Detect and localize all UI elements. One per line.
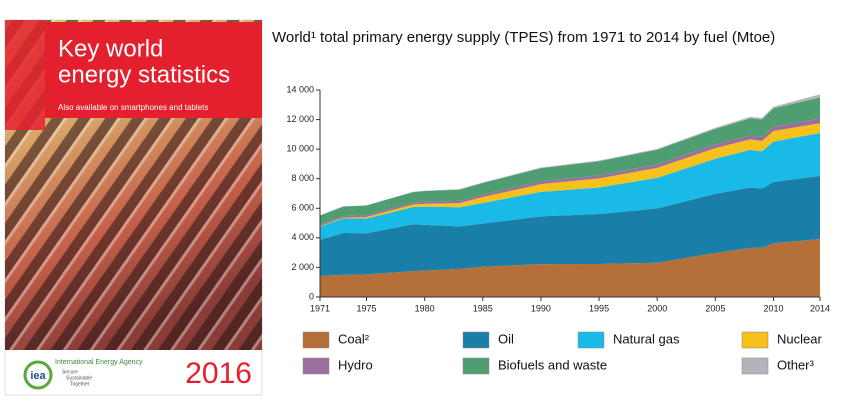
legend-swatch — [462, 331, 490, 349]
legend-label: Oil — [498, 331, 514, 346]
area — [320, 133, 820, 240]
x-tick-label: 1980 — [415, 303, 435, 313]
legend-swatch — [741, 331, 769, 349]
legend-label: Biofuels and waste — [498, 357, 607, 372]
cover-year: 2016 — [185, 357, 252, 390]
legend-swatch — [741, 357, 769, 375]
legend-swatch — [302, 357, 330, 375]
logo: iea — [30, 370, 46, 382]
cover-title: Key world — [58, 35, 163, 62]
cover-subtitle: Also available on smartphones and tablet… — [58, 103, 208, 112]
motto: Together — [70, 381, 90, 387]
cover-band — [5, 20, 45, 130]
legend-label: Coal² — [338, 331, 370, 346]
motto: Sustainable — [66, 375, 92, 381]
plot: 0 2 000 4 000 6 000 8 000 10 000 12 000 14 000 1… — [286, 84, 830, 375]
y-tick-label: 4 000 — [291, 232, 314, 242]
y-tick-label: 14 000 — [286, 84, 314, 94]
x-tick-label: 2000 — [647, 303, 667, 313]
y-tick-label: 10 000 — [286, 144, 314, 154]
legend-label: Natural gas — [613, 331, 680, 346]
y-tick-label: 8 000 — [291, 173, 314, 183]
y-tick-label: 2 000 — [291, 262, 314, 272]
motto: Secure — [62, 369, 78, 375]
area — [320, 239, 820, 297]
legend-swatch — [302, 331, 330, 349]
cover-header — [45, 22, 262, 118]
y-tick-label: 0 — [309, 291, 314, 301]
y-tick-label: 6 000 — [291, 203, 314, 213]
area — [320, 118, 820, 227]
x-tick-label: 2010 — [763, 303, 783, 313]
cover-title: energy statistics — [58, 61, 230, 88]
x-tick-label: 1995 — [589, 303, 609, 313]
legend-swatch — [577, 331, 605, 349]
area — [320, 97, 820, 225]
legend-swatch — [462, 357, 490, 375]
cover: Key world energy statistics Also availab… — [4, 19, 263, 396]
x-tick-label: 1975 — [356, 303, 376, 313]
x-tick-label: 1990 — [531, 303, 551, 313]
y-tick-label: 12 000 — [286, 114, 314, 124]
agency: International Energy Agency — [55, 359, 143, 366]
x-tick-label: 1971 — [310, 303, 330, 313]
x-tick-label: 1985 — [473, 303, 493, 313]
legend-label: Hydro — [338, 357, 373, 372]
area — [320, 175, 820, 276]
area — [320, 123, 820, 227]
x-tick-label: 2005 — [705, 303, 725, 313]
legend-label: Nuclear — [777, 331, 822, 346]
logo-ring — [23, 360, 53, 390]
legend-label: Other³ — [777, 357, 815, 372]
chart-title: World¹ total primary energy supply (TPES… — [272, 29, 775, 46]
x-tick-label: 2014 — [810, 303, 830, 313]
